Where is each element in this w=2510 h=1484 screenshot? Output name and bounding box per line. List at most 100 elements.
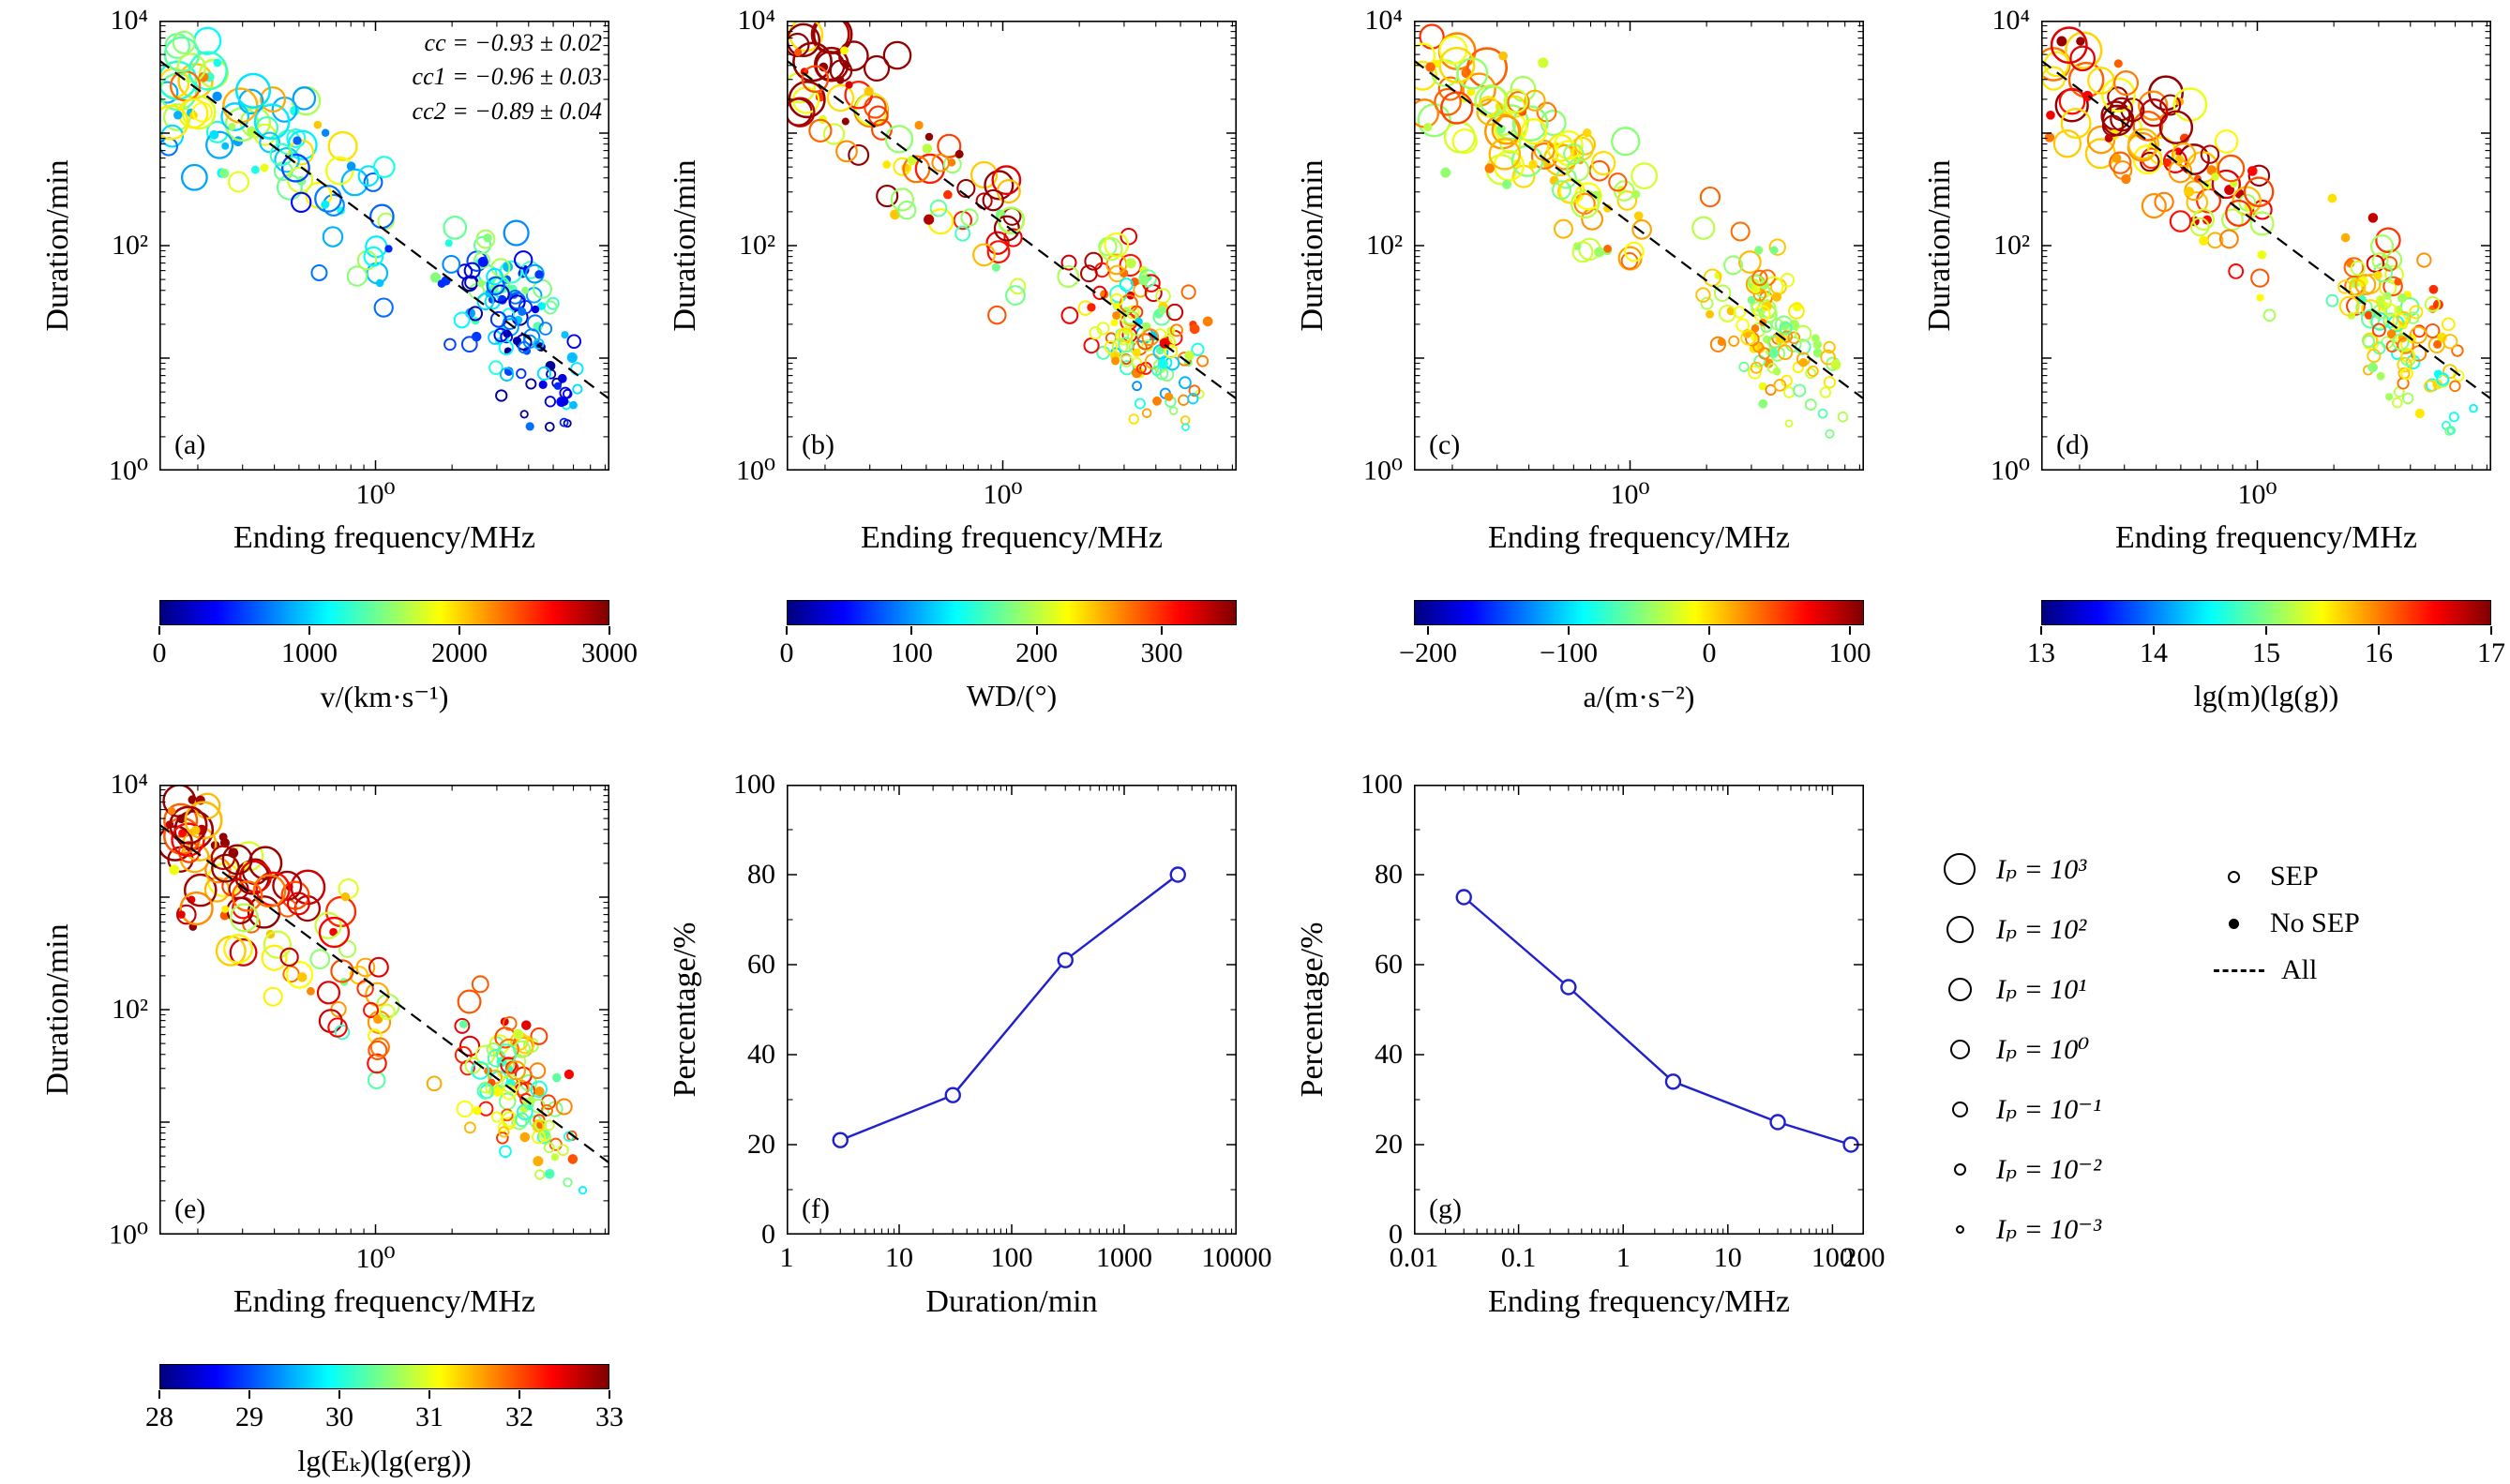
panel-tag-e: (e)	[174, 1193, 206, 1224]
colorbar-tick-label: −100	[1540, 637, 1598, 668]
colorbar-tick-label: 29	[235, 1402, 263, 1432]
y-tick-label: 10⁰	[108, 455, 148, 487]
legend-size-item: Iₚ = 10⁻¹	[1938, 1087, 2101, 1132]
legend-circle-box	[1938, 977, 1981, 1001]
colorbar-label-c: a/(m·s⁻²)	[1583, 680, 1695, 713]
x-tick-label: 100	[1811, 1242, 1854, 1273]
legend-circle-box	[1938, 1039, 1981, 1059]
colorbar-tick-label: 30	[325, 1402, 353, 1432]
colorbar-tick	[1035, 626, 1038, 635]
y-tick-label: 10⁴	[1364, 5, 1403, 36]
y-tick-label: 10⁰	[735, 455, 775, 487]
y-axis-label-b: Duration/min	[668, 159, 702, 332]
ip-circle-icon	[1947, 977, 1972, 1001]
colorbar-tick-label: 200	[1015, 637, 1059, 668]
ip-circle-icon	[1946, 915, 1974, 943]
colorbar-tick-label: 17	[2477, 637, 2505, 668]
y-tick-label: 10⁴	[110, 769, 148, 800]
x-axis-label-f: Duration/min	[925, 1284, 1098, 1319]
y-tick-label: 100	[1360, 769, 1403, 800]
x-axis-label-b: Ending frequency/MHz	[861, 520, 1163, 555]
colorbar-tick	[786, 626, 788, 635]
annotation-line-3: cc2 = −0.89 ± 0.04	[412, 97, 602, 125]
x-tick-label: 10⁰	[983, 479, 1023, 510]
x-tick-label: 1000	[1096, 1242, 1152, 1273]
legend-marker-box	[2212, 870, 2255, 883]
colorbar-tick-label: 32	[505, 1402, 534, 1432]
colorbar-tick-label: 28	[145, 1402, 173, 1432]
colorbar-tick	[609, 626, 610, 635]
legend-circle-box	[1938, 1101, 1981, 1117]
x-tick-label: 10	[885, 1242, 913, 1273]
colorbar-b: 0 100 200 300	[780, 600, 1237, 686]
colorbar-tick-label: 13	[2027, 637, 2055, 668]
colorbar-gradient	[1414, 600, 1864, 625]
colorbar-tick	[2153, 626, 2155, 635]
panel-f: Percentage/% (f) 1 10 100 1000 10000 0 20 40 60 8…	[627, 764, 1272, 1484]
x-tick-label: 10⁰	[2237, 479, 2277, 510]
legend-circle-box	[1938, 1162, 1981, 1176]
colorbar-a: 0 1000 2000 3000	[153, 600, 638, 686]
y-tick-label: 10²	[1993, 230, 2030, 261]
annotation-line-2: cc1 = −0.96 ± 0.03	[412, 63, 602, 91]
colorbar-e: 28 29 30 31 32 33	[145, 1364, 624, 1450]
legend-size-label: Iₚ = 10⁻³	[1996, 1213, 2102, 1245]
colorbar-tick	[158, 626, 160, 635]
plot-area-f: (f) 1 10 100 1000 10000 0 20 40 60 80 100	[733, 769, 1272, 1273]
x-tick-label: 10000	[1201, 1242, 1272, 1273]
y-axis-label-e: Duration/min	[40, 923, 75, 1096]
colorbar-tick	[248, 1390, 250, 1399]
legend-marker-item: No SEP	[2212, 901, 2360, 946]
colorbar-tick-label: 33	[595, 1402, 624, 1432]
panel-e: Duration/min (e) 10⁰ 10⁰ 10² 10⁴ Ending fre…	[0, 764, 627, 1484]
legend-size-item: Iₚ = 10³	[1938, 847, 2086, 892]
x-tick-label: 0.01	[1389, 1242, 1439, 1273]
legend-size-label: Iₚ = 10²	[1996, 913, 2087, 945]
legend-size-item: Iₚ = 10²	[1938, 907, 2086, 952]
colorbar-tick	[338, 1390, 340, 1399]
x-tick-label: 10⁰	[1610, 479, 1650, 510]
colorbar-tick	[2040, 626, 2042, 635]
panel-b: Duration/min (b) 10⁰ 10⁰ 10² 10⁴ Ending fre…	[627, 0, 1255, 731]
panel-tag-d: (d)	[2056, 429, 2089, 460]
x-tick-label: 10⁰	[355, 1243, 396, 1274]
y-tick-label: 10⁰	[1362, 455, 1403, 487]
plot-area-c: (c) 10⁰ 10⁰ 10² 10⁴	[1363, 5, 1864, 510]
legend-size-label: Iₚ = 10³	[1996, 853, 2087, 885]
x-tick-label: 10⁰	[355, 479, 396, 510]
x-tick-label: 200	[1842, 1242, 1886, 1273]
y-axis-label-g: Percentage/%	[1295, 922, 1330, 1098]
y-axis-label-f: Percentage/%	[668, 922, 702, 1098]
panel-tag-g: (g)	[1429, 1193, 1462, 1224]
y-tick-label: 0	[761, 1219, 775, 1250]
legend: Iₚ = 10³ Iₚ = 10² Iₚ = 10¹ Iₚ = 10⁰ Iₚ = 10⁻…	[1882, 764, 2509, 1484]
scatter-canvas-c	[1414, 21, 1864, 471]
colorbar-tick	[428, 1390, 430, 1399]
colorbar-tick-label: 1000	[281, 637, 338, 668]
legend-marker-box	[2212, 968, 2266, 972]
y-tick-label: 80	[1375, 859, 1403, 890]
y-tick-label: 10²	[112, 994, 148, 1025]
colorbar-label-d: lg(m)(lg(g))	[2193, 679, 2339, 712]
legend-circle-box	[1938, 1224, 1981, 1234]
colorbar-tick	[1849, 626, 1851, 635]
plot-area-g: (g) 0.01 0.1 1 10 100 200 0 20 40 60 80 100	[1360, 769, 1886, 1273]
legend-size-item: Iₚ = 10⁻³	[1938, 1207, 2101, 1252]
colorbar-tick	[458, 626, 460, 635]
line-canvas-g	[1414, 785, 1864, 1235]
x-axis-label-c: Ending frequency/MHz	[1488, 520, 1790, 555]
colorbar-tick-label: 14	[2140, 637, 2168, 668]
x-tick-label: 100	[990, 1242, 1033, 1273]
y-tick-label: 100	[733, 769, 775, 800]
annotation-line-1: cc = −0.93 ± 0.02	[424, 29, 602, 56]
plot-area-e: (e) 10⁰ 10⁰ 10² 10⁴	[109, 769, 609, 1274]
panel-g: Percentage/% (g) 0.01 0.1 1 10 100 200 0 20 40 60…	[1255, 764, 1886, 1484]
colorbar-tick-label: 0	[779, 637, 794, 668]
x-axis-label-a: Ending frequency/MHz	[233, 520, 535, 555]
colorbar-tick-label: 0	[152, 637, 167, 668]
colorbar-tick-label: 16	[2365, 637, 2393, 668]
colorbar-d: 13 14 15 16 17	[2027, 600, 2505, 686]
panel-d: Duration/min (d) 10⁰ 10⁰ 10² 10⁴ Ending fre…	[1882, 0, 2509, 731]
colorbar-tick-label: 3000	[581, 637, 638, 668]
